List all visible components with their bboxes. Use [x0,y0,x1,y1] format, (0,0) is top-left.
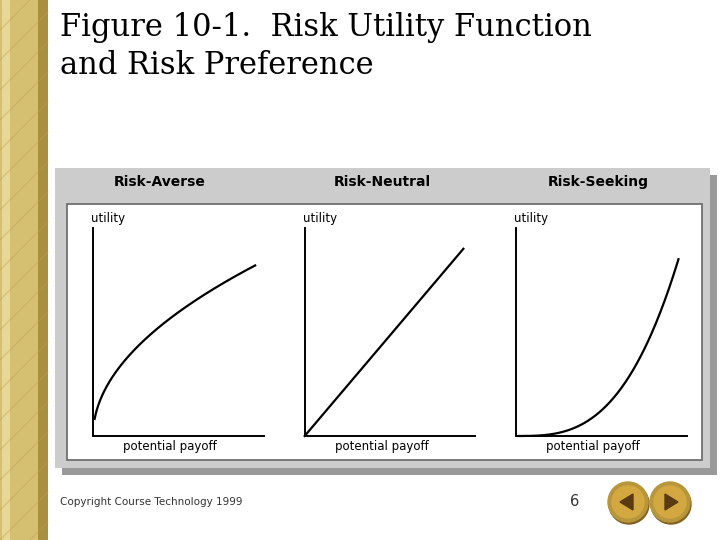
Text: and Risk Preference: and Risk Preference [60,50,374,81]
Text: potential payoff: potential payoff [546,440,640,453]
Circle shape [651,484,691,524]
Circle shape [650,482,690,522]
Bar [38,0,48,540]
Polygon shape [620,494,633,510]
Text: potential payoff: potential payoff [335,440,428,453]
Text: utility: utility [91,212,125,225]
Circle shape [612,486,644,518]
Circle shape [609,484,649,524]
Text: Figure 10-1.  Risk Utility Function: Figure 10-1. Risk Utility Function [60,12,592,43]
Circle shape [654,486,686,518]
Bar [67,204,702,460]
Bar [0,0,48,540]
Bar [2,0,10,540]
Text: 6: 6 [570,495,580,510]
Text: utility: utility [514,212,549,225]
Text: Copyright Course Technology 1999: Copyright Course Technology 1999 [60,497,243,507]
Text: Risk-Averse: Risk-Averse [114,175,206,189]
Polygon shape [665,494,678,510]
Text: Risk-Seeking: Risk-Seeking [548,175,649,189]
Circle shape [608,482,648,522]
Bar [62,175,717,475]
Text: utility: utility [302,212,337,225]
Text: potential payoff: potential payoff [123,440,217,453]
Text: Risk-Neutral: Risk-Neutral [334,175,431,189]
Bar [55,168,710,468]
